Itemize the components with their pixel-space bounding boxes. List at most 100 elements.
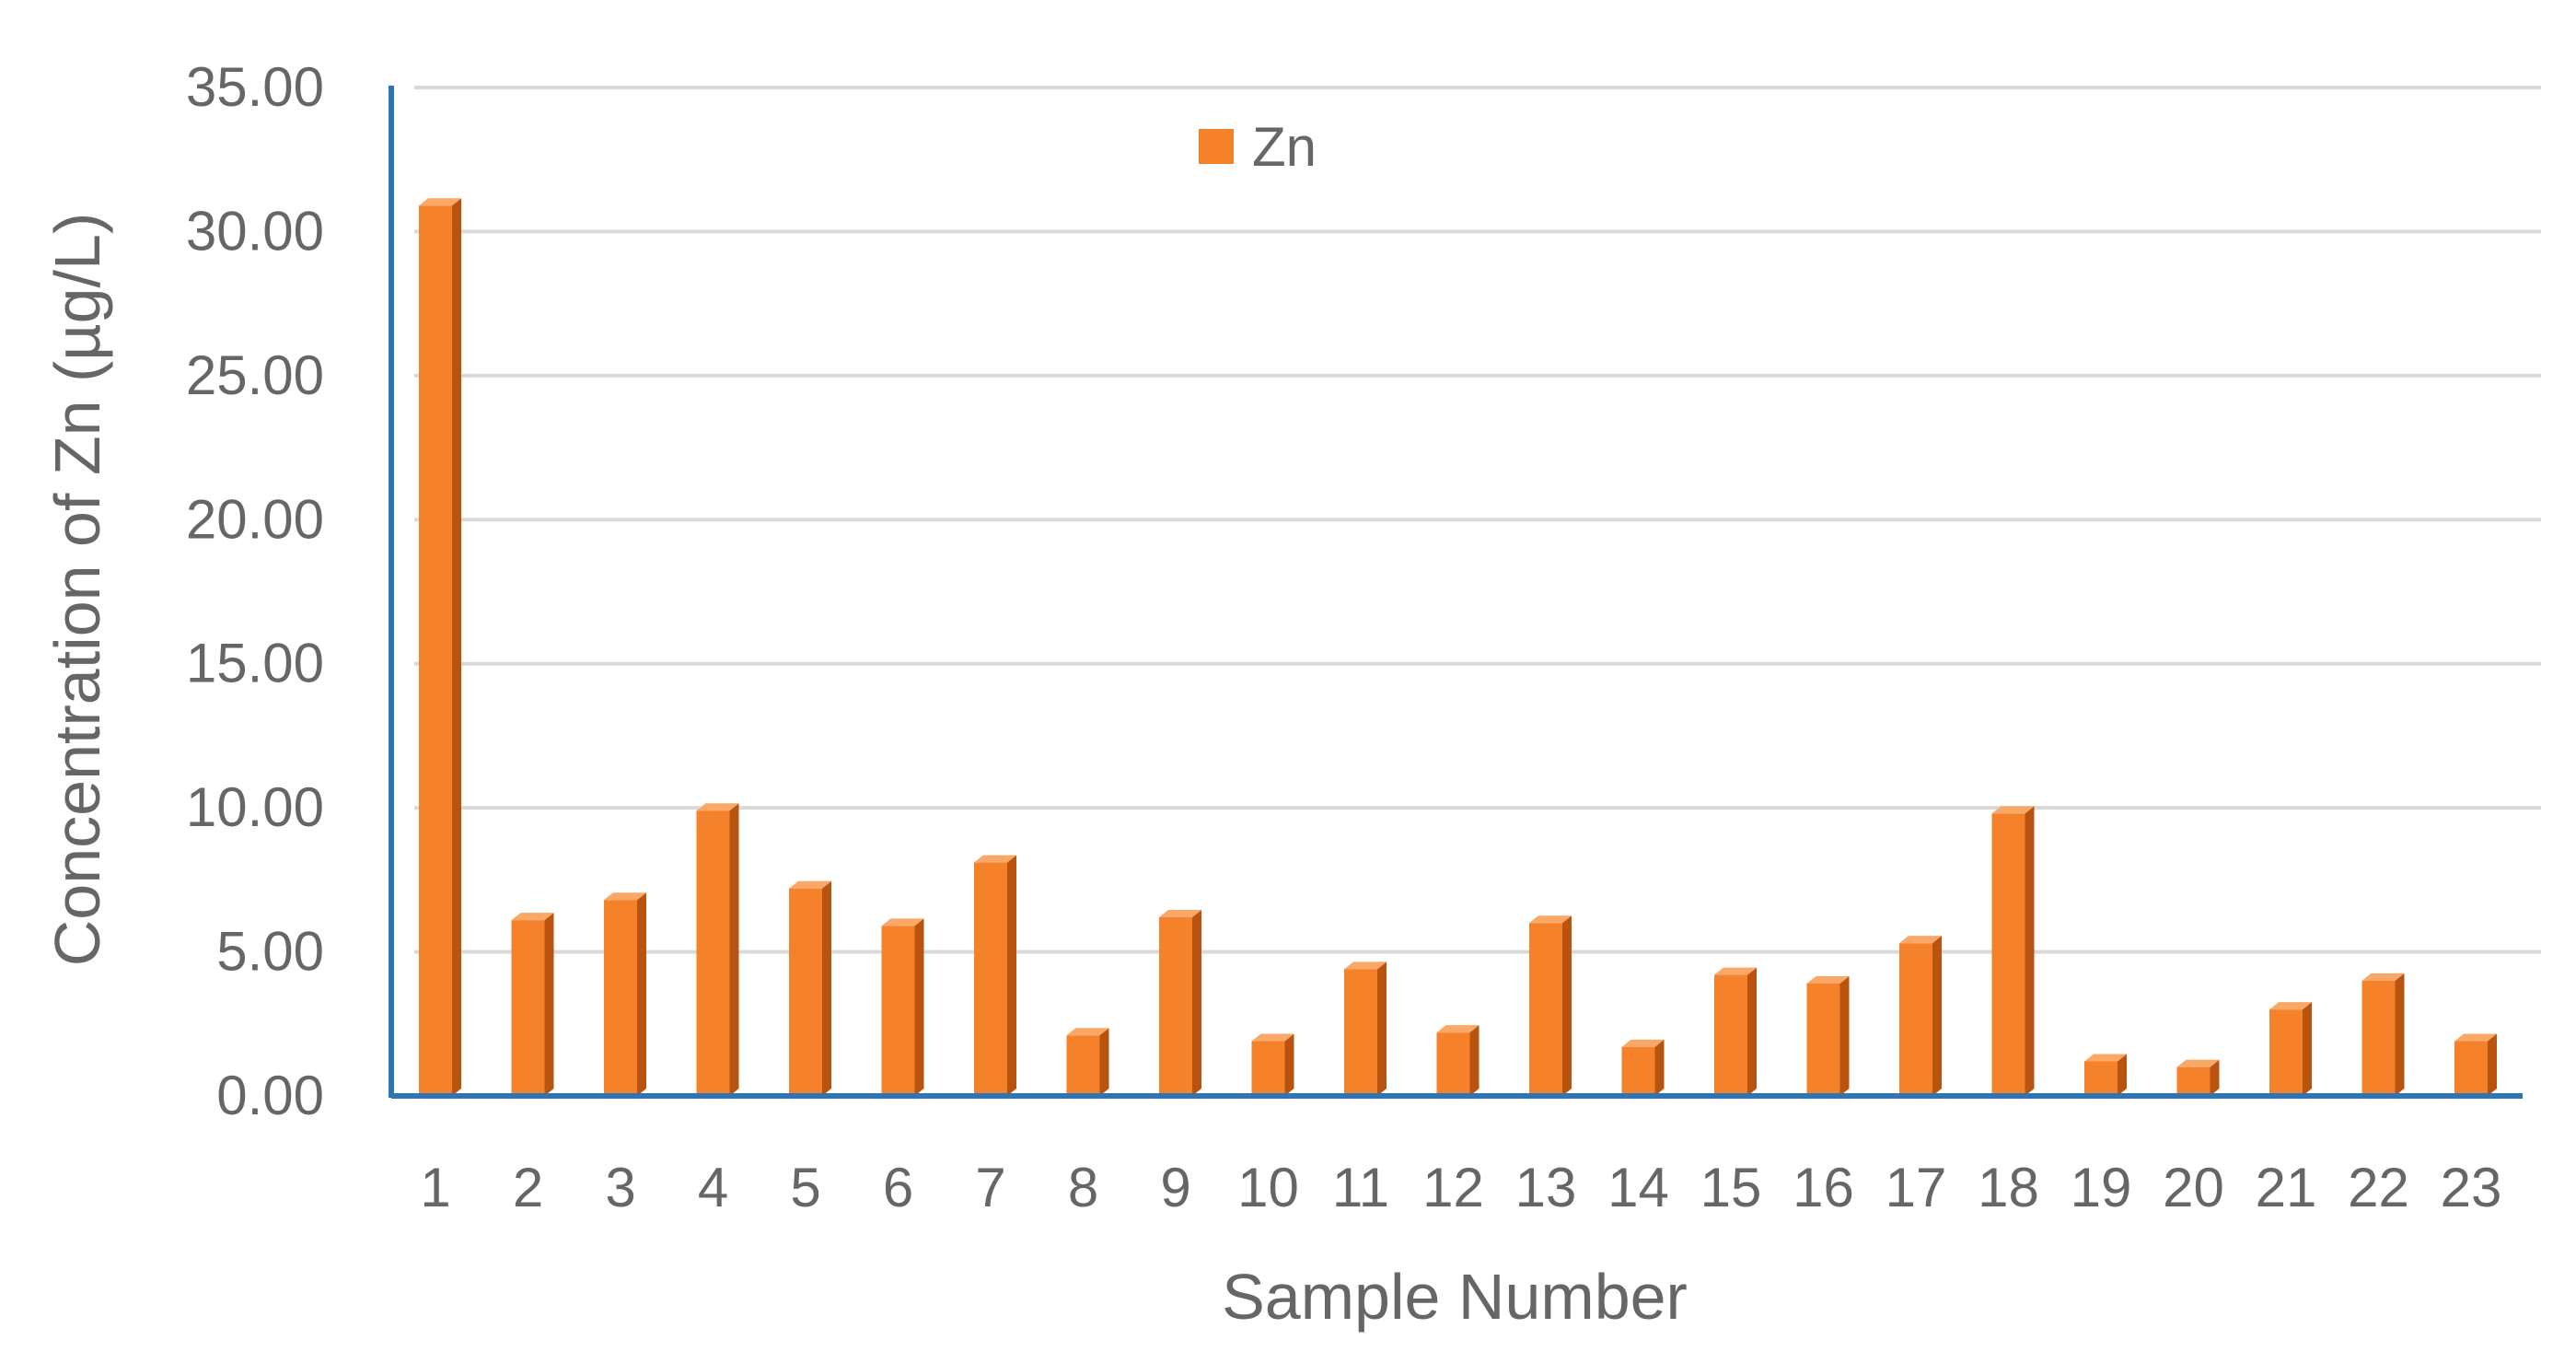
bar-sample-23 — [2454, 1033, 2497, 1096]
bar-side — [2025, 806, 2035, 1096]
bar-side — [1284, 1033, 1294, 1096]
y-axis-title: Concentration of Zn (µg/L) — [41, 213, 113, 967]
bar-sample-15 — [1714, 967, 1757, 1096]
bar-front — [1436, 1032, 1470, 1096]
bar-side — [452, 198, 461, 1096]
bar-side — [1469, 1025, 1479, 1096]
x-tick-label: 21 — [2256, 1157, 2317, 1218]
bar-sample-16 — [1806, 975, 1850, 1096]
bar-top — [2269, 1002, 2312, 1010]
bar-sample-5 — [789, 880, 831, 1096]
bar-front — [419, 205, 452, 1096]
bar-front — [1899, 943, 1932, 1096]
y-tick-label: 15.00 — [186, 633, 324, 694]
bar-front — [881, 926, 915, 1096]
legend-label-zn: Zn — [1252, 116, 1317, 178]
bar-top — [974, 855, 1016, 863]
bar-top — [1621, 1039, 1665, 1047]
bar-top — [1344, 961, 1387, 970]
bar-side — [914, 918, 924, 1096]
y-tick-label: 10.00 — [186, 776, 324, 838]
bar-top — [2084, 1054, 2127, 1062]
bar-front — [1714, 974, 1747, 1096]
bar-top — [2176, 1059, 2220, 1067]
bar-sample-21 — [2269, 1002, 2312, 1096]
x-axis-title: Sample Number — [1222, 1261, 1688, 1333]
bar-side — [637, 892, 646, 1096]
y-tick-label: 20.00 — [186, 488, 324, 550]
bar-front — [2084, 1061, 2118, 1096]
y-tick-label: 0.00 — [216, 1065, 324, 1126]
bar-side — [1007, 855, 1016, 1096]
x-tick-label: 5 — [790, 1157, 820, 1218]
x-tick-label: 6 — [883, 1157, 913, 1218]
bar-top — [1251, 1033, 1294, 1042]
bar-top — [1529, 915, 1572, 924]
bar-top — [1066, 1028, 1109, 1036]
bar-side — [2210, 1059, 2220, 1096]
bar-top — [2454, 1033, 2497, 1042]
bar-side — [2395, 973, 2405, 1096]
bar-sample-10 — [1251, 1033, 1294, 1096]
gridlines — [414, 86, 2541, 954]
bar-front — [1806, 983, 1840, 1096]
bar-sample-18 — [1991, 806, 2035, 1096]
x-tick-label: 23 — [2441, 1157, 2502, 1218]
bar-top — [1159, 910, 1201, 918]
bar-front — [2454, 1041, 2488, 1096]
y-tick-label: 25.00 — [186, 344, 324, 406]
bar-front — [696, 810, 730, 1096]
bar-top — [1436, 1025, 1479, 1033]
bar-side — [2488, 1033, 2497, 1096]
bar-sample-13 — [1529, 915, 1572, 1096]
bar-side — [729, 803, 739, 1096]
bar-side — [1562, 915, 1572, 1096]
bar-sample-7 — [974, 855, 1016, 1096]
bar-sample-1 — [419, 198, 461, 1096]
y-tick-label: 35.00 — [186, 56, 324, 118]
legend: Zn — [1199, 116, 1317, 178]
bar-sample-12 — [1436, 1025, 1479, 1096]
y-tick-label: 5.00 — [216, 921, 324, 983]
bar-sample-8 — [1066, 1028, 1109, 1096]
y-axis-tick-labels: 0.00 5.00 10.00 15.00 20.00 25.00 30.00 35.00 — [186, 56, 324, 1126]
bar-sample-14 — [1621, 1039, 1665, 1096]
x-tick-label: 17 — [1886, 1157, 1947, 1218]
bar-sample-17 — [1899, 936, 1942, 1096]
bar-top — [419, 198, 461, 206]
bar-side — [1839, 975, 1850, 1096]
x-tick-label: 1 — [420, 1157, 450, 1218]
bars — [419, 198, 2497, 1096]
bar-front — [789, 888, 822, 1096]
bar-sample-22 — [2361, 973, 2405, 1096]
bar-front — [2269, 1009, 2303, 1096]
legend-swatch-zn — [1199, 129, 1234, 164]
bar-side — [2118, 1054, 2127, 1096]
bar-sample-4 — [696, 803, 739, 1096]
bar-top — [1714, 967, 1757, 975]
bar-side — [544, 913, 554, 1096]
x-tick-label: 16 — [1793, 1157, 1854, 1218]
bar-front — [511, 920, 545, 1096]
x-tick-label: 15 — [1700, 1157, 1762, 1218]
bar-side — [1377, 961, 1387, 1096]
x-tick-label: 12 — [1422, 1157, 1484, 1218]
bar-sample-9 — [1159, 910, 1201, 1096]
bar-top — [1991, 806, 2035, 814]
bar-top — [604, 892, 646, 901]
bar-front — [604, 900, 637, 1096]
bar-front — [974, 862, 1007, 1096]
bar-side — [1747, 967, 1757, 1096]
x-tick-label: 13 — [1515, 1157, 1577, 1218]
bar-sample-20 — [2176, 1059, 2220, 1096]
x-tick-label: 2 — [513, 1157, 543, 1218]
x-tick-label: 14 — [1607, 1157, 1669, 1218]
bar-sample-11 — [1344, 961, 1387, 1096]
bar-sample-6 — [881, 918, 924, 1096]
bar-sample-3 — [604, 892, 646, 1096]
bar-top — [696, 803, 739, 811]
bar-top — [1806, 975, 1850, 984]
bar-sample-19 — [2084, 1054, 2127, 1096]
x-tick-label: 9 — [1160, 1157, 1190, 1218]
